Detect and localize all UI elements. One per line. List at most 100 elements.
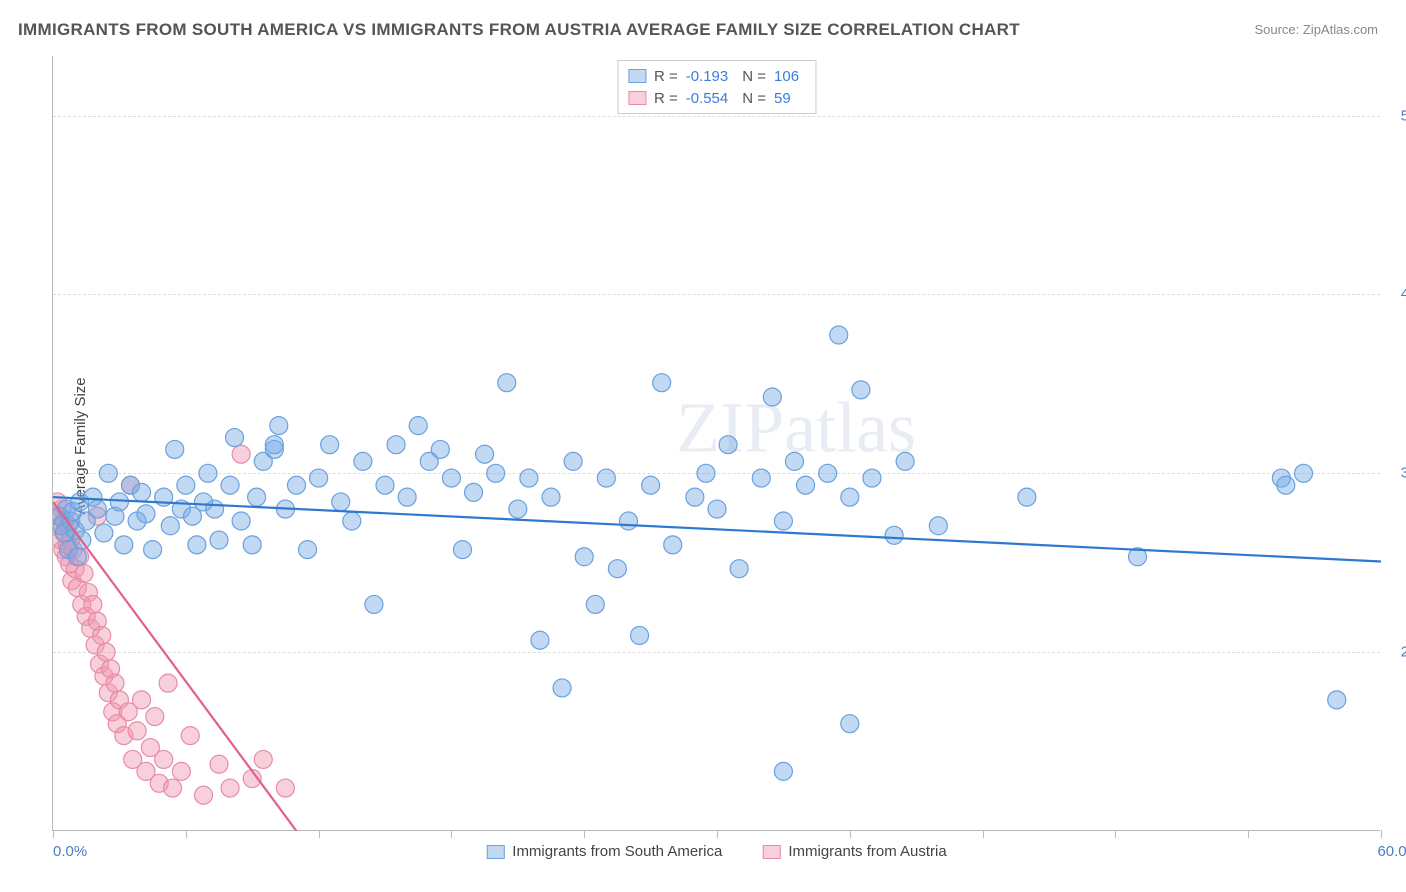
scatter-point	[299, 541, 317, 559]
scatter-point	[763, 388, 781, 406]
scatter-point	[653, 374, 671, 392]
x-axis-max-label: 60.0%	[1377, 843, 1406, 860]
swatch-series-1	[486, 845, 504, 859]
legend-item-series-1: Immigrants from South America	[486, 843, 722, 860]
scatter-point	[819, 464, 837, 482]
scatter-point	[553, 679, 571, 697]
scatter-point	[68, 548, 86, 566]
scatter-point	[608, 560, 626, 578]
source-attribution: Source: ZipAtlas.com	[1254, 22, 1378, 37]
scatter-point	[188, 536, 206, 554]
scatter-point	[1328, 691, 1346, 709]
scatter-point	[354, 452, 372, 470]
scatter-point	[442, 469, 460, 487]
scatter-point	[221, 476, 239, 494]
scatter-point	[896, 452, 914, 470]
scatter-point	[852, 381, 870, 399]
scatter-point	[265, 436, 283, 454]
scatter-point	[586, 595, 604, 613]
scatter-point	[232, 445, 250, 463]
scatter-point	[708, 500, 726, 518]
scatter-point	[106, 674, 124, 692]
legend-item-series-2: Immigrants from Austria	[762, 843, 946, 860]
scatter-point	[128, 722, 146, 740]
y-tick-label: 5.00	[1385, 107, 1406, 124]
scatter-point	[133, 483, 151, 501]
x-tick	[983, 830, 984, 838]
scatter-point	[465, 483, 483, 501]
scatter-point	[619, 512, 637, 530]
scatter-point	[115, 536, 133, 554]
x-tick	[1248, 830, 1249, 838]
scatter-point	[885, 526, 903, 544]
scatter-point	[387, 436, 405, 454]
scatter-point	[248, 488, 266, 506]
y-tick-label: 4.25	[1385, 286, 1406, 303]
scatter-point	[752, 469, 770, 487]
scatter-point	[75, 564, 93, 582]
scatter-point	[1295, 464, 1313, 482]
scatter-point	[398, 488, 416, 506]
legend-label: Immigrants from Austria	[788, 843, 946, 860]
scatter-point	[210, 755, 228, 773]
scatter-point	[199, 464, 217, 482]
scatter-point	[774, 762, 792, 780]
x-tick	[850, 830, 851, 838]
scatter-point	[774, 512, 792, 530]
scatter-point	[276, 779, 294, 797]
scatter-point	[254, 750, 272, 768]
scatter-point	[730, 560, 748, 578]
x-tick	[186, 830, 187, 838]
legend-label: Immigrants from South America	[512, 843, 722, 860]
scatter-point	[155, 750, 173, 768]
scatter-point	[376, 476, 394, 494]
x-tick	[53, 830, 54, 838]
scatter-point	[365, 595, 383, 613]
scatter-point	[243, 536, 261, 554]
x-tick	[1381, 830, 1382, 838]
scatter-point	[270, 417, 288, 435]
scatter-point	[575, 548, 593, 566]
scatter-point	[177, 476, 195, 494]
x-tick	[1115, 830, 1116, 838]
scatter-point	[99, 464, 117, 482]
scatter-point	[321, 436, 339, 454]
scatter-point	[642, 476, 660, 494]
scatter-point	[225, 429, 243, 447]
scatter-point	[785, 452, 803, 470]
series-legend: Immigrants from South America Immigrants…	[486, 843, 946, 860]
scatter-point	[453, 541, 471, 559]
scatter-point	[520, 469, 538, 487]
swatch-series-2	[762, 845, 780, 859]
scatter-point	[195, 493, 213, 511]
scatter-svg	[53, 56, 1381, 831]
scatter-point	[172, 762, 190, 780]
scatter-point	[95, 524, 113, 542]
scatter-point	[88, 500, 106, 518]
x-tick	[451, 830, 452, 838]
scatter-point	[195, 786, 213, 804]
scatter-point	[597, 469, 615, 487]
scatter-point	[332, 493, 350, 511]
scatter-point	[664, 536, 682, 554]
scatter-point	[841, 488, 859, 506]
scatter-point	[310, 469, 328, 487]
scatter-point	[110, 493, 128, 511]
chart-plot-area: ZIPatlas 2.753.504.255.00 0.0% 60.0% R =…	[52, 56, 1380, 831]
scatter-point	[1277, 476, 1295, 494]
scatter-point	[487, 464, 505, 482]
scatter-point	[830, 326, 848, 344]
scatter-point	[181, 727, 199, 745]
scatter-point	[531, 631, 549, 649]
scatter-point	[221, 779, 239, 797]
scatter-point	[509, 500, 527, 518]
scatter-point	[719, 436, 737, 454]
scatter-point	[686, 488, 704, 506]
scatter-point	[93, 626, 111, 644]
scatter-point	[97, 643, 115, 661]
scatter-point	[161, 517, 179, 535]
scatter-point	[166, 440, 184, 458]
x-axis-min-label: 0.0%	[53, 843, 87, 860]
scatter-point	[929, 517, 947, 535]
scatter-point	[863, 469, 881, 487]
